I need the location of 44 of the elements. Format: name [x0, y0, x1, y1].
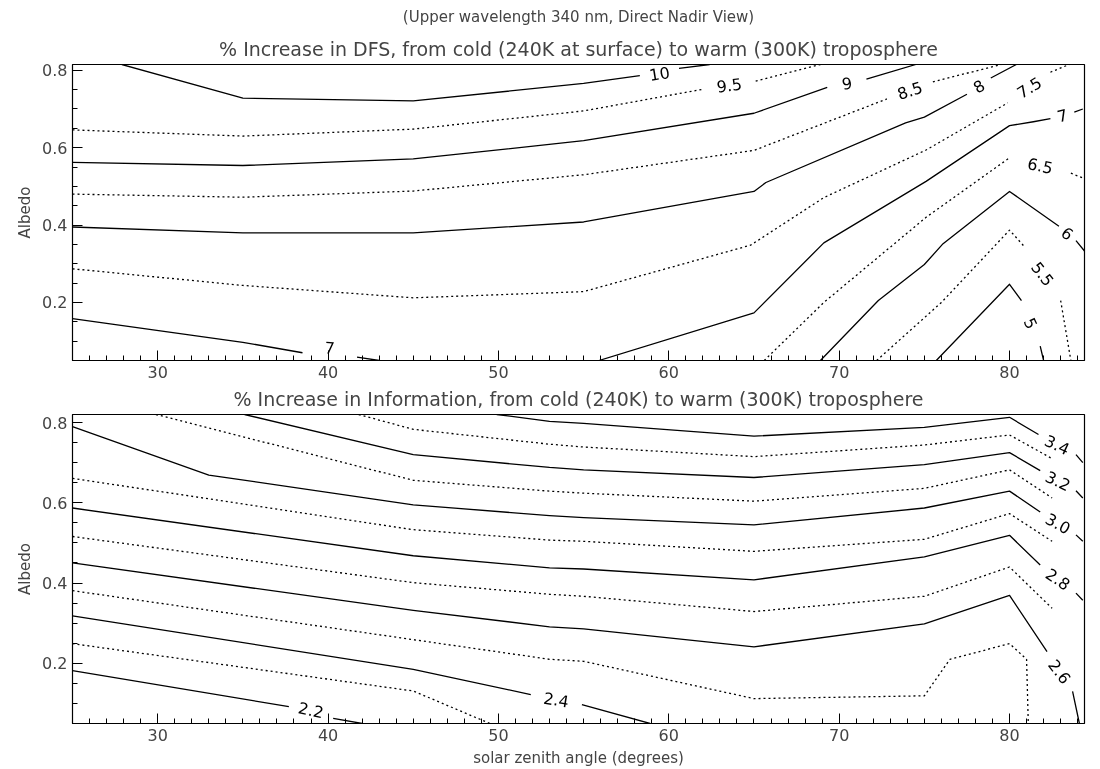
text: 9	[840, 73, 854, 95]
y-tick-label: 0.2	[42, 293, 68, 313]
text: 2.4	[542, 688, 571, 712]
y-axis-title: Albedo	[16, 543, 35, 595]
x-tick-label: 70	[828, 725, 850, 745]
y-tick-label: 0.6	[42, 493, 68, 513]
text: 6.5	[1025, 153, 1055, 178]
text: 3.0	[1042, 509, 1074, 539]
x-tick-label: 40	[317, 362, 339, 382]
y-tick-label: 0.4	[42, 574, 68, 594]
chart-title: % Increase in DFS, from cold (240K at surface) to warm (300K) troposphere	[219, 37, 938, 60]
chart-title: % Increase in Information, from cold (240K) to warm (300K) troposphere	[233, 387, 924, 410]
y-tick-label: 0.8	[42, 413, 68, 433]
x-tick-label: 80	[999, 725, 1020, 745]
y-axis-title: Albedo	[16, 186, 35, 239]
text: 5	[1019, 314, 1042, 333]
x-tick-label: 30	[147, 362, 168, 382]
y-tick-label: 0.4	[42, 216, 68, 236]
y-tick-label: 0.8	[42, 61, 68, 81]
text: 8.5	[895, 77, 926, 104]
chart-subtitle: (Upper wavelength 340 nm, Direct Nadir View)	[402, 7, 755, 26]
text: 8	[969, 75, 989, 98]
text: 2.2	[296, 698, 326, 723]
x-tick-label: 40	[317, 725, 339, 745]
y-tick-label: 0.2	[42, 654, 68, 674]
x-axis-title: solar zenith angle (degrees)	[473, 748, 684, 767]
x-tick-label: 70	[828, 362, 850, 382]
text: 7.5	[1013, 73, 1046, 103]
x-tick-label: 60	[658, 725, 679, 745]
x-tick-label: 50	[488, 362, 509, 382]
x-tick-label: 60	[658, 362, 679, 382]
x-tick-label: 80	[999, 362, 1020, 382]
text: 3.4	[1041, 431, 1073, 459]
text: 9.5	[715, 74, 744, 97]
text: 2.6	[1044, 655, 1075, 688]
text: 6	[1057, 223, 1077, 245]
x-tick-label: 50	[488, 725, 509, 745]
text: 10	[647, 63, 672, 86]
text: 3.2	[1042, 467, 1074, 496]
x-tick-label: 30	[147, 725, 168, 745]
text: 7	[1055, 105, 1070, 127]
text: 2.8	[1041, 564, 1074, 595]
text: 5.5	[1027, 258, 1058, 290]
y-tick-label: 0.6	[42, 138, 68, 158]
